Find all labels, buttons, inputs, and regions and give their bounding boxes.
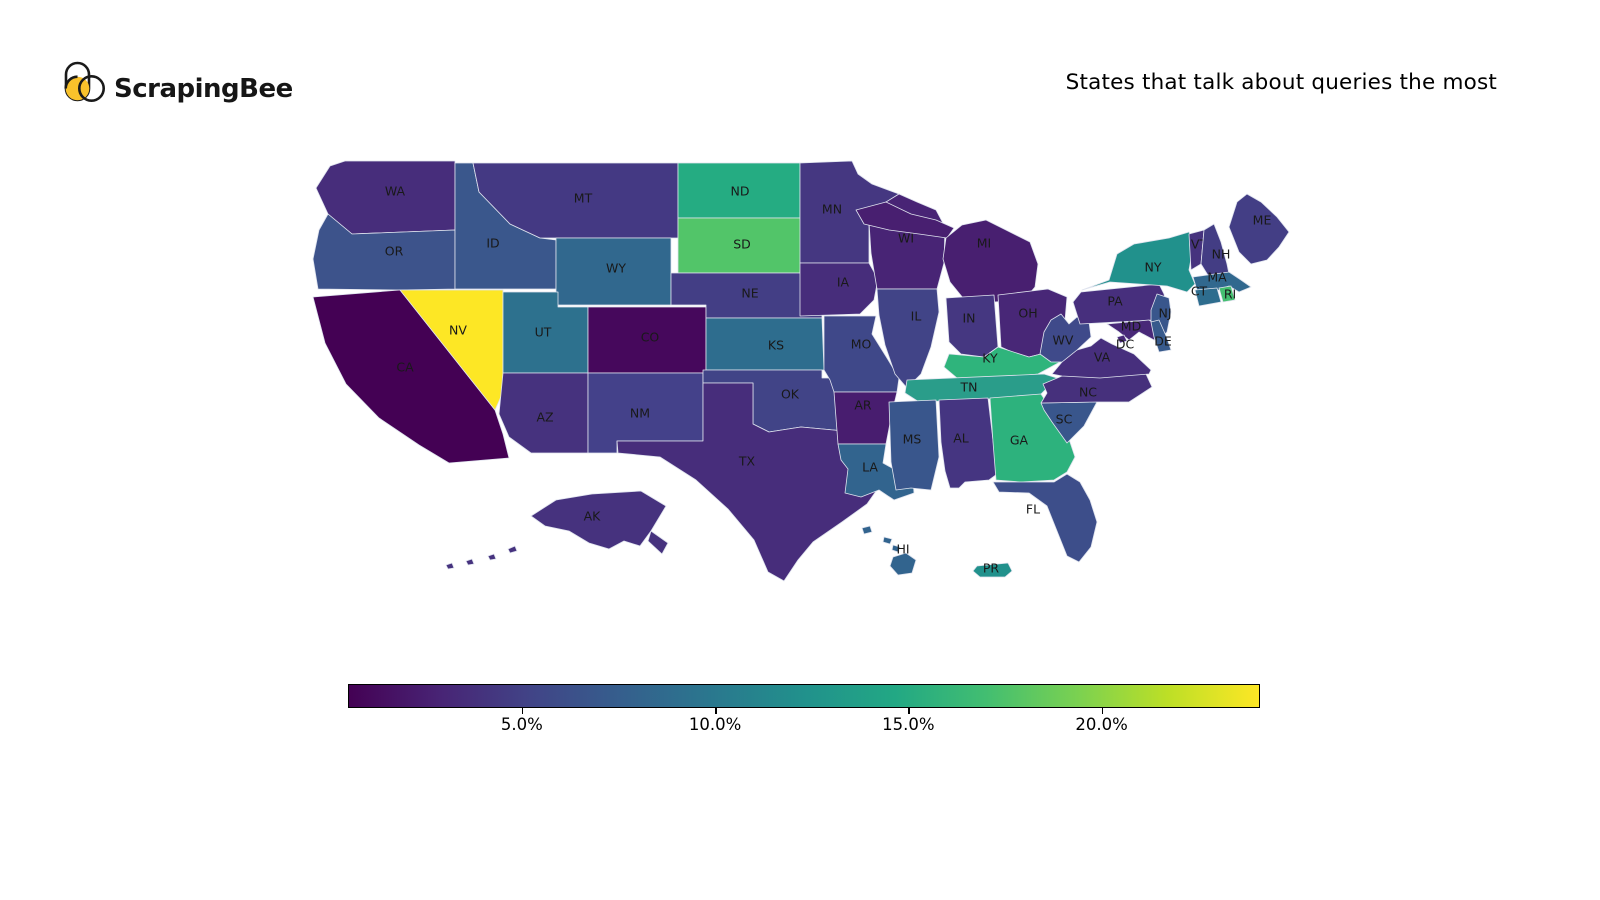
state-shape-MO[interactable] — [823, 315, 900, 393]
state-AK: AK — [445, 490, 669, 570]
colorbar-tick — [715, 708, 717, 714]
state-shape-TX[interactable] — [616, 382, 880, 582]
state-IN: IN — [945, 294, 999, 358]
state-shape-AK[interactable] — [647, 530, 669, 555]
state-NH: NH — [1200, 223, 1230, 278]
state-shape-MI[interactable] — [855, 201, 955, 239]
colorbar-gradient — [348, 684, 1260, 708]
state-shape-HI[interactable] — [882, 536, 893, 545]
state-shape-ND[interactable] — [677, 162, 801, 219]
state-ME: ME — [1228, 193, 1290, 265]
chart-title: States that talk about queries the most — [1065, 70, 1497, 95]
colorbar-tick-label: 20.0% — [1075, 715, 1128, 734]
state-shape-PR[interactable] — [972, 562, 1013, 578]
state-ND: ND — [677, 162, 801, 219]
state-shape-DC[interactable] — [1116, 334, 1128, 344]
state-shape-IN[interactable] — [945, 294, 999, 358]
state-CO: CO — [587, 306, 707, 374]
state-HI: HI — [861, 525, 917, 576]
state-shape-NH[interactable] — [1200, 223, 1230, 278]
state-shape-AK[interactable] — [465, 558, 475, 566]
state-NY: NY — [1081, 231, 1196, 293]
state-shape-RI[interactable] — [1218, 285, 1236, 303]
state-shape-ME[interactable] — [1228, 193, 1290, 265]
state-shape-AZ[interactable] — [498, 372, 589, 454]
state-shape-AK[interactable] — [487, 553, 497, 561]
state-MS: MS — [888, 399, 940, 491]
state-IA: IA — [799, 262, 879, 317]
colorbar-tick — [521, 708, 524, 714]
state-shape-SD[interactable] — [677, 217, 804, 274]
state-shape-NY[interactable] — [1081, 231, 1196, 293]
state-shape-MI[interactable] — [942, 219, 1039, 303]
state-FL: FL — [992, 473, 1098, 563]
state-PR: PR — [972, 561, 1013, 578]
state-shape-AK[interactable] — [507, 545, 518, 554]
state-shape-WY[interactable] — [555, 237, 672, 306]
state-shape-KS[interactable] — [705, 317, 825, 371]
state-shape-DE[interactable] — [1150, 319, 1172, 353]
logo-text: ScrapingBee — [114, 74, 293, 104]
state-shape-FL[interactable] — [992, 473, 1098, 563]
state-shape-CT[interactable] — [1194, 287, 1222, 307]
scrapingbee-logo: ScrapingBee — [64, 61, 293, 104]
colorbar-tick-label: 5.0% — [500, 715, 543, 734]
colorbar-tick-label: 15.0% — [882, 715, 935, 734]
state-shape-HI[interactable] — [891, 544, 901, 553]
state-label-FL: FL — [1026, 502, 1040, 517]
state-shape-HI[interactable] — [889, 552, 917, 576]
state-shape-AK[interactable] — [445, 562, 455, 570]
state-SD: SD — [677, 217, 804, 274]
state-shape-MS[interactable] — [888, 399, 940, 491]
state-KS: KS — [705, 317, 825, 371]
colorbar-tick — [908, 708, 910, 714]
scrapingbee-bee-icon — [64, 61, 105, 102]
state-AR: AR — [833, 391, 898, 445]
state-shape-AR[interactable] — [833, 391, 898, 445]
state-shape-IA[interactable] — [799, 262, 879, 317]
state-WY: WY — [555, 237, 672, 306]
state-shape-CO[interactable] — [587, 306, 707, 374]
state-AZ: AZ — [498, 372, 589, 454]
colorbar-tick-label: 10.0% — [688, 715, 742, 734]
colorbar: 5.0% 10.0% 15.0% 20.0% — [348, 684, 1260, 744]
colorbar-tick — [1101, 708, 1104, 714]
state-shape-HI[interactable] — [861, 525, 873, 535]
state-shape-AK[interactable] — [530, 490, 667, 550]
